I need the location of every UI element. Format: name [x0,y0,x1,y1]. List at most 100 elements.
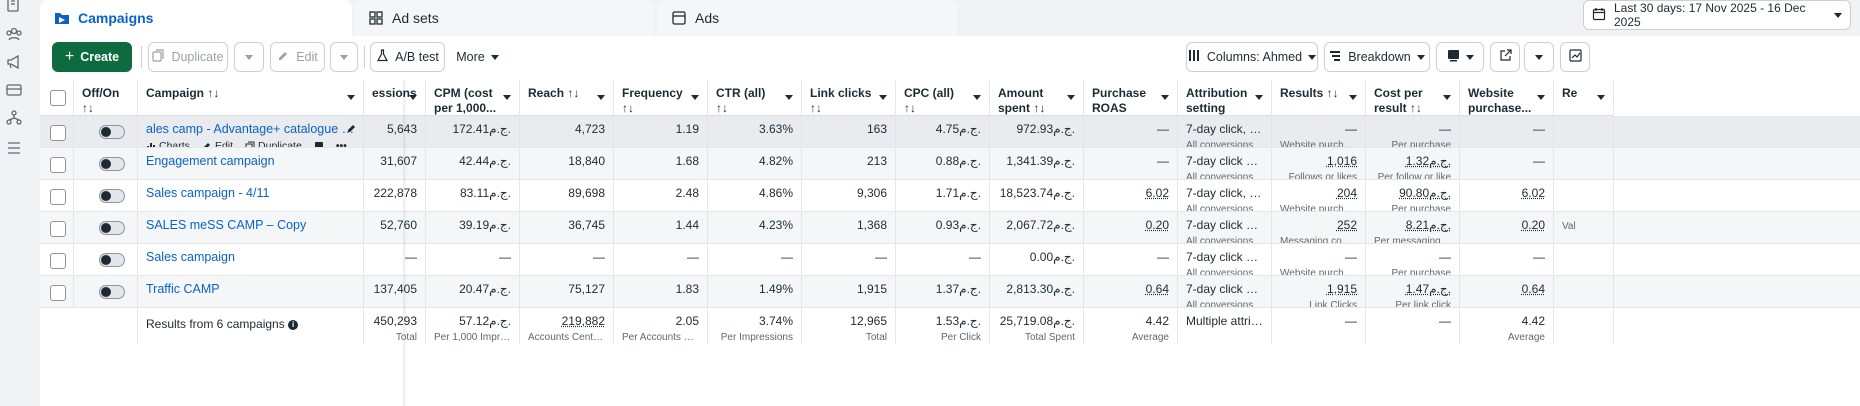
column-header-website-purchase[interactable]: Website purchase... [1460,80,1554,116]
cell-value[interactable]: 1.47ج.م. [1405,282,1451,296]
column-header-ctr[interactable]: CTR (all) ↑↓ [708,80,802,116]
more-button[interactable]: More [450,42,505,72]
tab-campaigns[interactable]: Campaigns [40,0,352,36]
column-header-re[interactable]: Re [1554,80,1614,116]
cell-value[interactable]: 0.64 [1521,282,1545,296]
column-header-cpm[interactable]: CPM (cost per 1,000... [426,80,520,116]
chevron-down-icon[interactable] [503,95,511,100]
row-checkbox[interactable] [50,253,66,269]
cell-value[interactable]: 0.20 [1521,218,1545,232]
campaign-name-link[interactable]: Traffic CAMP [146,282,220,296]
cell-value[interactable]: 90.80ج.م. [1399,186,1451,200]
campaign-toggle[interactable] [99,125,125,139]
cell-value[interactable]: 252 [1336,218,1357,232]
audience-icon[interactable] [5,25,23,43]
campaign-name-link[interactable]: Sales campaign - 4/11 [146,186,270,200]
column-header-amount-spent[interactable]: Amount spent ↑↓ [990,80,1084,116]
table-row[interactable]: Sales campaign — — — — — — — 0.00ج.م. — 7-day clic… [40,244,1860,276]
column-header-link-clicks[interactable]: Link clicks ↑↓ [802,80,896,116]
row-checkbox[interactable] [50,189,66,205]
chevron-down-icon[interactable] [1067,95,1075,100]
chevron-down-icon[interactable] [973,95,981,100]
chevron-down-icon[interactable] [1443,95,1451,100]
chevron-down-icon[interactable] [1255,95,1263,100]
more-actions[interactable]: ••• [336,140,347,147]
select-all-checkbox[interactable] [50,90,66,106]
chevron-down-icon[interactable] [1537,95,1545,100]
date-range-picker[interactable]: Last 30 days: 17 Nov 2025 - 16 Dec 2025 [1583,0,1851,30]
preview-action[interactable] [314,141,324,147]
menu-icon[interactable] [5,139,23,157]
select-all-header[interactable] [40,80,74,116]
row-checkbox[interactable] [50,157,66,173]
export-button[interactable] [1490,42,1520,72]
column-header-purchase-roas[interactable]: Purchase ROAS (retur... [1084,80,1178,116]
column-header-results[interactable]: Results ↑↓ [1272,80,1366,116]
cell-value[interactable]: 0.20 [1145,218,1169,232]
campaign-toggle[interactable] [99,157,125,171]
chevron-down-icon[interactable] [1349,95,1357,100]
cell-value[interactable]: 8.21ج.م. [1405,218,1451,232]
breakdown-button[interactable]: Breakdown [1324,42,1430,72]
column-header-cost-per-result[interactable]: Cost per result ↑↓ [1366,80,1460,116]
table-row[interactable]: Sales campaign - 4/11 222,878 83.11ج.م. 89,… [40,180,1860,212]
chevron-down-icon[interactable] [785,95,793,100]
row-checkbox[interactable] [50,285,66,301]
rename-pencil-icon[interactable] [347,122,357,136]
column-header-impressions[interactable]: essions [364,80,426,116]
campaign-toggle[interactable] [99,253,125,267]
campaign-name-link[interactable]: ales camp - Advantage+ catalogue ads - B… [146,122,355,136]
chevron-down-icon[interactable] [597,95,605,100]
create-button[interactable]: + Create [52,42,132,72]
row-checkbox[interactable] [50,221,66,237]
chevron-down-icon[interactable] [1161,95,1169,100]
megaphone-icon[interactable] [5,53,23,71]
pages-icon[interactable] [5,0,23,14]
tab-ad-sets[interactable]: Ad sets [354,0,654,36]
reports-button[interactable] [1436,42,1484,72]
chevron-down-icon[interactable] [879,95,887,100]
campaign-toggle[interactable] [99,285,125,299]
billing-icon[interactable] [5,81,23,99]
ab-test-button[interactable]: A/B test [370,42,445,72]
column-header-offon[interactable]: Off/On ↑↓ [74,80,138,116]
charts-action[interactable]: Charts [146,140,190,147]
column-header-attribution[interactable]: Attribution setting [1178,80,1272,116]
row-checkbox[interactable] [50,125,66,141]
campaign-toggle[interactable] [99,189,125,203]
table-row[interactable]: SALES meSS CAMP – Copy 52,760 39.19ج.م. 36,… [40,212,1860,244]
campaign-toggle[interactable] [99,221,125,235]
duplicate-dropdown-button[interactable] [234,42,264,72]
campaign-name-link[interactable]: SALES meSS CAMP – Copy [146,218,307,232]
chevron-down-icon[interactable] [691,95,699,100]
column-header-reach[interactable]: Reach ↑↓ [520,80,614,116]
edit-button[interactable]: Edit [270,42,325,72]
column-header-campaign[interactable]: Campaign ↑↓ [138,80,364,116]
cell-value[interactable]: 1,915 [1326,282,1357,296]
cell-value[interactable]: 1,016 [1326,154,1357,168]
chevron-down-icon[interactable] [409,95,417,100]
table-row[interactable]: Traffic CAMP 137,405 20.47ج.م. 75,127 1.83 1.… [40,276,1860,308]
cell-value[interactable]: 1.32ج.م. [1405,154,1451,168]
hierarchy-icon[interactable] [5,109,23,127]
duplicate-button[interactable]: Duplicate [148,42,228,72]
chevron-down-icon[interactable] [1597,95,1605,100]
column-header-cpc[interactable]: CPC (all) ↑↓ [896,80,990,116]
cell-value[interactable]: 6.02 [1145,186,1169,200]
chevron-down-icon[interactable] [347,95,355,100]
info-icon[interactable]: i [288,319,299,330]
table-row[interactable]: Engagement campaign 31,607 42.44ج.م. 18,840… [40,148,1860,180]
export-dropdown-button[interactable] [1524,42,1554,72]
column-header-frequency[interactable]: Frequency ↑↓ [614,80,708,116]
duplicate-action[interactable]: Duplicate [245,140,302,147]
chart-toggle-button[interactable] [1560,42,1590,72]
campaign-name-link[interactable]: Sales campaign [146,250,235,264]
tab-ads[interactable]: Ads [657,0,957,36]
columns-button[interactable]: Columns: Ahmed [1186,42,1318,72]
cell-value[interactable]: 204 [1336,186,1357,200]
edit-dropdown-button[interactable] [330,42,358,72]
campaign-name-link[interactable]: Engagement campaign [146,154,275,168]
cell-value[interactable]: 6.02 [1521,186,1545,200]
cell-value[interactable]: 0.64 [1145,282,1169,296]
edit-action[interactable]: Edit [202,140,233,147]
